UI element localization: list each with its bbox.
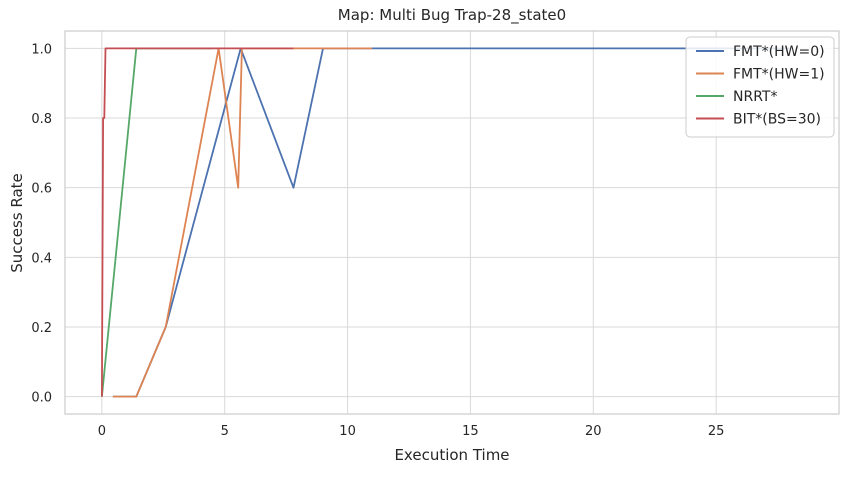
y-tick-label: 0.8 <box>31 112 52 127</box>
x-tick-label: 20 <box>585 424 602 439</box>
legend-box <box>685 36 835 138</box>
y-axis-title: Success Rate <box>8 173 26 273</box>
tick-label-layer: 0 5 10 15 20 25 0.0 0.2 0.4 0.6 0.8 1.0 <box>31 42 724 439</box>
series-layer <box>101 47 790 398</box>
x-tick-label: 5 <box>221 424 229 439</box>
x-tick-label: 25 <box>708 424 725 439</box>
y-tick-label: 0.2 <box>31 321 52 336</box>
y-tick-label: 0.0 <box>31 391 52 406</box>
legend-label: FMT*(HW=0) <box>733 44 825 60</box>
x-tick-label: 15 <box>462 424 479 439</box>
x-axis-title: Execution Time <box>394 446 509 464</box>
legend-label: NRRT* <box>733 89 777 105</box>
plot-frame <box>64 30 840 415</box>
legend: FMT*(HW=0) FMT*(HW=1) NRRT* BIT*(BS=30) <box>685 36 835 138</box>
y-tick-label: 0.4 <box>31 251 52 266</box>
series-line-2 <box>112 47 373 398</box>
y-tick-label: 0.6 <box>31 182 52 197</box>
y-tick-label: 1.0 <box>31 42 52 57</box>
x-tick-label: 10 <box>339 424 356 439</box>
legend-label: BIT*(BS=30) <box>733 112 821 128</box>
legend-label: FMT*(HW=1) <box>733 67 825 83</box>
chart-title: Map: Multi Bug Trap-28_state0 <box>338 6 566 25</box>
x-tick-label: 0 <box>98 424 106 439</box>
series-line-4 <box>101 47 294 397</box>
series-line-3 <box>101 47 213 397</box>
